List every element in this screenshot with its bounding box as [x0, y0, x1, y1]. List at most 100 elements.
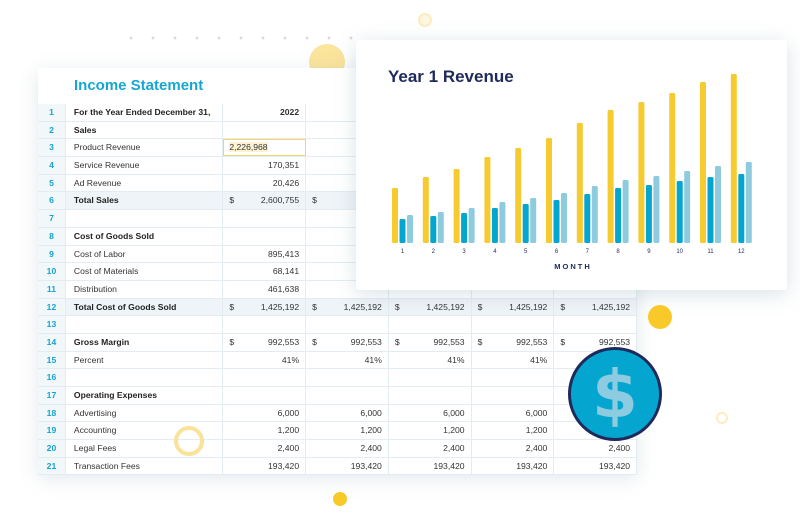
row-label-cell[interactable]: Operating Expenses [66, 387, 224, 404]
value-cell[interactable]: $1,425,192 [306, 298, 389, 316]
row-number[interactable]: 16 [38, 369, 66, 386]
row-label-cell[interactable]: Ad Revenue [66, 174, 224, 192]
row-number[interactable]: 12 [38, 298, 66, 316]
row-number[interactable]: 17 [38, 387, 66, 404]
value-cell[interactable]: 1,200 [472, 422, 555, 440]
value-cell[interactable]: $1,425,192 [389, 298, 472, 316]
value-cell[interactable]: $1,425,192 [223, 298, 307, 316]
value-cell[interactable] [306, 316, 389, 333]
value-cell[interactable]: 193,420 [389, 457, 472, 475]
value-cell[interactable]: $1,425,192 [472, 298, 555, 316]
value-cell[interactable] [306, 387, 389, 404]
value-cell[interactable]: 41% [223, 351, 307, 369]
row-label-cell[interactable]: Total Sales [66, 192, 224, 210]
row-number[interactable]: 6 [38, 192, 66, 210]
value-cell[interactable]: $2,600,755 [223, 192, 307, 210]
value-cell[interactable]: $992,553 [472, 333, 555, 351]
value-cell[interactable]: 2022 [223, 104, 307, 121]
row-number[interactable]: 19 [38, 422, 66, 440]
value-cell[interactable] [472, 316, 555, 333]
row-label-cell[interactable]: Legal Fees [66, 440, 224, 457]
value-cell[interactable]: 1,200 [306, 422, 389, 440]
value-cell[interactable] [223, 121, 307, 139]
row-label-cell[interactable]: Percent [66, 351, 224, 369]
row-number[interactable]: 3 [38, 139, 66, 157]
row-number[interactable]: 11 [38, 280, 66, 298]
value-cell[interactable]: 193,420 [306, 457, 389, 475]
row-label-cell[interactable]: Cost of Labor [66, 245, 224, 263]
value-cell[interactable] [389, 387, 472, 404]
value-cell[interactable]: 461,638 [223, 280, 307, 298]
row-label-cell[interactable]: Gross Margin [66, 333, 224, 351]
value-cell[interactable]: 2,400 [554, 440, 638, 457]
value-cell[interactable] [472, 387, 555, 404]
value-cell[interactable] [306, 369, 389, 386]
value-cell[interactable]: $992,553 [306, 333, 389, 351]
value-cell[interactable]: 41% [389, 351, 472, 369]
value-cell[interactable]: 193,420 [223, 457, 307, 475]
row-number[interactable]: 9 [38, 245, 66, 263]
value-cell[interactable]: $992,553 [389, 333, 472, 351]
row-label-cell[interactable] [66, 369, 224, 386]
value-cell[interactable]: 68,141 [223, 263, 307, 280]
value-cell[interactable]: $992,553 [554, 333, 638, 351]
value-cell[interactable]: 193,420 [554, 457, 638, 475]
row-number[interactable]: 5 [38, 174, 66, 192]
value-cell[interactable]: 20,426 [223, 174, 307, 192]
bar-series-1-month-12 [730, 74, 737, 243]
row-number[interactable]: 8 [38, 227, 66, 245]
value-cell[interactable]: 2,400 [306, 440, 389, 457]
cell-value: 2,400 [608, 443, 631, 454]
value-cell[interactable] [223, 227, 307, 245]
value-cell[interactable]: 193,420 [472, 457, 555, 475]
row-number[interactable]: 2 [38, 121, 66, 139]
row-number[interactable]: 13 [38, 316, 66, 333]
value-cell[interactable] [223, 210, 307, 227]
value-cell[interactable] [554, 316, 638, 333]
row-label-cell[interactable]: Cost of Materials [66, 263, 224, 280]
row-number[interactable]: 18 [38, 404, 66, 422]
row-label-cell[interactable]: Sales [66, 121, 224, 139]
row-label-cell[interactable]: Total Cost of Goods Sold [66, 298, 224, 316]
value-cell[interactable]: 1,200 [389, 422, 472, 440]
row-label-cell[interactable] [66, 316, 224, 333]
value-cell[interactable] [223, 316, 307, 333]
row-label-cell[interactable]: Service Revenue [66, 157, 224, 174]
value-cell[interactable] [389, 316, 472, 333]
value-cell[interactable]: $1,425,192 [554, 298, 638, 316]
value-cell[interactable]: 41% [306, 351, 389, 369]
row-label-cell[interactable] [66, 210, 224, 227]
row-number[interactable]: 20 [38, 440, 66, 457]
row-label-cell[interactable]: Advertising [66, 404, 224, 422]
row-number[interactable]: 14 [38, 333, 66, 351]
value-cell[interactable] [223, 369, 307, 386]
row-label-cell[interactable]: Product Revenue [66, 139, 224, 157]
value-cell[interactable]: 1,200 [223, 422, 307, 440]
row-number[interactable]: 15 [38, 351, 66, 369]
row-label-cell[interactable]: Cost of Goods Sold [66, 227, 224, 245]
row-number[interactable]: 10 [38, 263, 66, 280]
value-cell[interactable]: 2,400 [223, 440, 307, 457]
value-cell[interactable]: 6,000 [472, 404, 555, 422]
value-cell[interactable]: 2,400 [472, 440, 555, 457]
value-cell[interactable]: $992,553 [223, 333, 307, 351]
row-label-cell[interactable]: Transaction Fees [66, 457, 224, 475]
value-cell[interactable] [472, 369, 555, 386]
row-label-cell[interactable]: Accounting [66, 422, 224, 440]
row-number[interactable]: 4 [38, 157, 66, 174]
selected-cell[interactable]: 2,226,968 [223, 139, 307, 157]
value-cell[interactable] [389, 369, 472, 386]
value-cell[interactable]: 170,351 [223, 157, 307, 174]
value-cell[interactable]: 41% [472, 351, 555, 369]
value-cell[interactable]: 6,000 [389, 404, 472, 422]
row-number[interactable]: 1 [38, 104, 66, 121]
value-cell[interactable]: 6,000 [306, 404, 389, 422]
row-label-cell[interactable]: For the Year Ended December 31, [66, 104, 224, 121]
row-number[interactable]: 7 [38, 210, 66, 227]
row-number[interactable]: 21 [38, 457, 66, 475]
value-cell[interactable]: 2,400 [389, 440, 472, 457]
value-cell[interactable] [223, 387, 307, 404]
row-label-cell[interactable]: Distribution [66, 280, 224, 298]
value-cell[interactable]: 6,000 [223, 404, 307, 422]
value-cell[interactable]: 895,413 [223, 245, 307, 263]
